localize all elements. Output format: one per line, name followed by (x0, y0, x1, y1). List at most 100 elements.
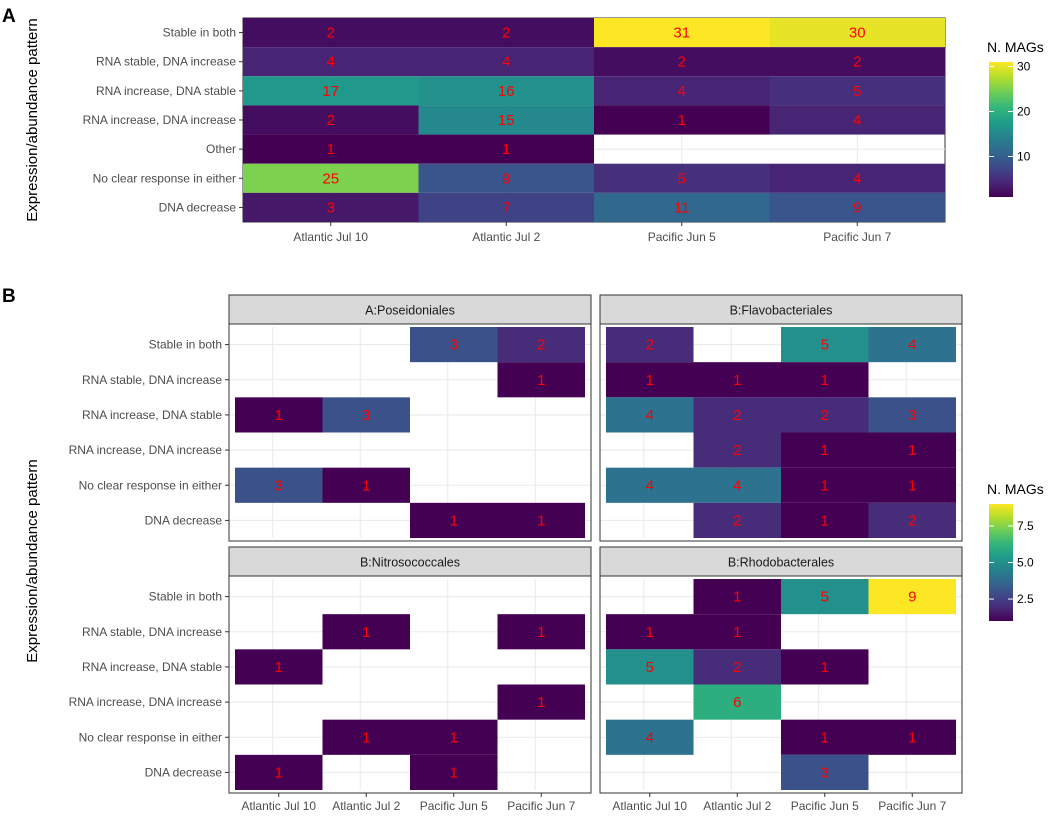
facet-4-cell-label: 2 (733, 659, 741, 676)
facet-2-cell-label: 2 (646, 337, 654, 354)
facet-3-cell-label: 1 (275, 659, 283, 676)
facet-2-cell (868, 397, 956, 433)
facet-3-cell (497, 684, 585, 720)
panel-a-ytick-label: No clear response in either (93, 171, 236, 185)
facet-2-cell-label: 4 (908, 337, 916, 354)
facet-2-cell (781, 432, 869, 468)
panel-a-ytick-label: Stable in both (163, 26, 236, 40)
panel-a-cell-label: 5 (853, 83, 861, 100)
panel-a-cell (594, 105, 770, 135)
facet-2-cell-label: 2 (733, 442, 741, 459)
facet-2-cell (693, 432, 781, 468)
facet-xtick-label: Pacific Jun 5 (420, 799, 488, 813)
facet-2-cell (781, 362, 869, 398)
panel-a-cell (243, 18, 419, 48)
facet-4-cell (693, 614, 781, 650)
panel-a-cell (243, 163, 419, 193)
facet-ytick-label: Stable in both (149, 590, 222, 604)
facet-1-cell-label: 1 (537, 372, 545, 389)
facet-ytick-label: RNA increase, DNA increase (69, 695, 223, 709)
facet-1-cell (497, 362, 585, 398)
panel-a-cell (594, 163, 770, 193)
facet-1: A:Poseidoniales 3 2 1 1 3 3 1 1 1 Stable in both RN… (69, 294, 592, 542)
facet-2-cell-label: 1 (821, 372, 829, 389)
facet-1-cell (497, 327, 585, 363)
facet-4-cell (693, 579, 781, 615)
facet-4-cell (781, 754, 869, 790)
legend-a-tick-label: 30 (1017, 60, 1031, 74)
panel-b-tag: B (2, 286, 16, 307)
panel-a-cell-label: 2 (502, 25, 510, 42)
facet-2-cell-label: 1 (646, 372, 654, 389)
facet-3-cell (322, 719, 410, 755)
facet-1-cell-label: 1 (450, 512, 458, 529)
panel-a-xtick-label: Pacific Jun 7 (823, 230, 891, 244)
panel-a-cell-label: 16 (498, 83, 515, 100)
facet-3-cell (235, 649, 323, 685)
facet-2-cell (606, 362, 694, 398)
facet-4: B:Rhodobacterales 1 5 9 1 1 5 2 1 6 4 1 1 3 Atlantic J… (599, 546, 963, 813)
facet-2-cell-label: 2 (733, 407, 741, 424)
facet-1-cell-label: 3 (450, 337, 458, 354)
facet-4-cell-label: 1 (733, 589, 741, 606)
panel-a-ytick-label: RNA increase, DNA increase (83, 113, 237, 127)
facet-2-cell-label: 2 (733, 512, 741, 529)
facet-2-cell-label: 2 (821, 407, 829, 424)
facet-2-cell-label: 4 (646, 477, 654, 494)
facet-3-cell (322, 614, 410, 650)
panel-a-cell (243, 76, 419, 106)
facet-ytick-label: DNA decrease (145, 513, 223, 527)
facet-2-cell (868, 327, 956, 363)
facet-ytick-label: Stable in both (149, 338, 222, 352)
facet-4-cell-label: 4 (646, 729, 654, 746)
panel-a-cell (418, 134, 594, 164)
facet-4-cell-label: 6 (733, 694, 741, 711)
panel-a-ylabel: Expression/abundance pattern (24, 18, 41, 221)
facet-title: A:Poseidoniales (365, 304, 455, 318)
panel-a-ytick-label: Other (206, 142, 236, 156)
facet-2-cell-label: 3 (908, 407, 916, 424)
facet-frame (599, 323, 963, 542)
facet-ytick-label: No clear response in either (79, 478, 222, 492)
panel-a-cell (418, 192, 594, 222)
panel-a-cell-label: 4 (853, 170, 861, 187)
facet-strip (599, 546, 963, 577)
facet-3-cell-label: 1 (537, 624, 545, 641)
panel-a-cell (418, 163, 594, 193)
facet-4-cell (781, 649, 869, 685)
facet-strip (228, 546, 592, 577)
facet-2-cell-label: 1 (821, 442, 829, 459)
panel-a-cell (769, 105, 945, 135)
panel-a-cell (418, 47, 594, 77)
panel-a-cell (769, 47, 945, 77)
facet-2-cell (868, 467, 956, 503)
facet-2-cell-label: 4 (733, 477, 741, 494)
facet-xtick-label: Atlantic Jul 2 (332, 799, 400, 813)
facet-2-cell (606, 397, 694, 433)
facet-4-cell-label: 5 (821, 589, 829, 606)
panel-a-tag: A (2, 6, 16, 27)
facet-strip (228, 294, 592, 325)
panel-a-cell (594, 76, 770, 106)
facet-2-cell (693, 467, 781, 503)
facet-3-cell-label: 1 (537, 694, 545, 711)
panel-b-legend: N. MAGs 2.5 5.0 7.5 (987, 481, 1044, 621)
facet-1-cell-label: 1 (275, 407, 283, 424)
facet-3-cell-label: 1 (362, 729, 370, 746)
facet-4-cell-label: 5 (646, 659, 654, 676)
panel-a-cell (594, 192, 770, 222)
panel-b-ylabel: Expression/abundance pattern (24, 459, 41, 662)
panel-a-cell-label: 2 (678, 54, 686, 71)
panel-a-cell-label: 3 (327, 199, 335, 216)
panel-a-cell-label: 7 (502, 199, 510, 216)
facet-title: B:Nitrosococcales (360, 556, 460, 570)
panel-a-xtick-label: Atlantic Jul 2 (472, 230, 540, 244)
panel-a-cell-label: 4 (678, 83, 686, 100)
facet-ytick-label: DNA decrease (145, 765, 223, 779)
facet-4-cell-label: 1 (821, 729, 829, 746)
facet-4-cell-label: 1 (733, 624, 741, 641)
legend-a-title: N. MAGs (987, 39, 1044, 55)
panel-a-cell-label: 25 (322, 170, 339, 187)
facet-strip (599, 294, 963, 325)
